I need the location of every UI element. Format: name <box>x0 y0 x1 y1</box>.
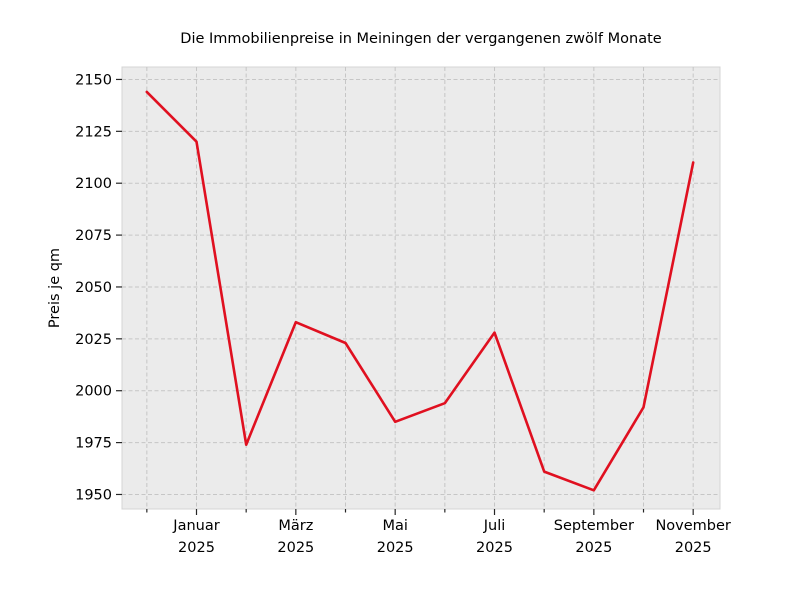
x-tick-label-month: November <box>655 518 730 534</box>
y-tick-label: 2075 <box>75 228 112 244</box>
x-tick-label-month: März <box>278 518 313 534</box>
y-tick-label: 1975 <box>75 436 112 452</box>
y-tick-labels: 1950 1975 2000 2025 2050 2075 2100 2125 2150 <box>75 72 112 503</box>
x-tick-label-year: 2025 <box>575 540 612 556</box>
x-tick-label-month: Januar <box>172 518 219 534</box>
x-tick-marks <box>146 509 694 515</box>
x-tick-labels: Januar 2025 März 2025 Mai 2025 Juli 2025 Septemb… <box>172 518 731 556</box>
x-tick-label-year: 2025 <box>277 540 314 556</box>
x-tick-label-month: September <box>554 518 634 534</box>
x-tick-label-year: 2025 <box>178 540 215 556</box>
y-tick-label: 2125 <box>75 124 112 140</box>
y-gridlines <box>122 78 720 495</box>
y-tick-label: 2100 <box>75 176 112 192</box>
price-line <box>145 90 695 492</box>
y-tick-label: 1950 <box>75 487 112 503</box>
x-tick-label-year: 2025 <box>377 540 414 556</box>
y-tick-marks <box>116 78 122 496</box>
y-tick-label: 2000 <box>75 384 112 400</box>
y-tick-label: 2150 <box>75 72 112 88</box>
x-tick-label-year: 2025 <box>675 540 712 556</box>
x-tick-label-month: Mai <box>382 518 407 534</box>
x-tick-label-year: 2025 <box>476 540 513 556</box>
y-tick-label: 2025 <box>75 332 112 348</box>
chart-title: Die Immobilienpreise in Meiningen der ve… <box>180 31 662 47</box>
y-tick-label: 2050 <box>75 280 112 296</box>
x-tick-label-month: Juli <box>483 518 506 534</box>
